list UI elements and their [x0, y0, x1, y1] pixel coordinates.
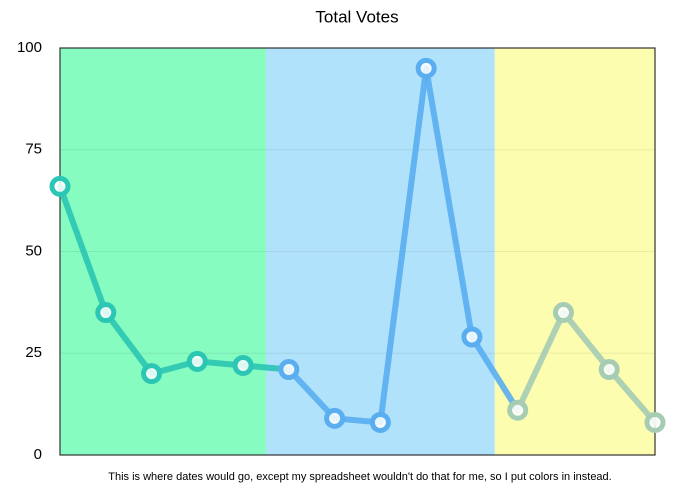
line-segment — [377, 65, 430, 426]
line-segment — [560, 309, 613, 373]
data-point — [644, 411, 666, 433]
data-point — [369, 411, 391, 433]
y-tick-label: 75 — [25, 141, 42, 158]
data-point — [324, 407, 346, 429]
background-band — [60, 48, 266, 455]
plot-frame — [59, 47, 656, 456]
data-point — [141, 363, 163, 385]
line-segment — [514, 309, 567, 414]
x-axis-label: This is where dates would go, except my … — [108, 471, 611, 483]
line-segment — [606, 366, 658, 426]
data-point — [232, 354, 254, 376]
line-segment — [423, 65, 475, 340]
y-tick-label: 100 — [17, 39, 42, 56]
y-tick-label: 25 — [25, 344, 42, 361]
y-tick-label: 50 — [25, 242, 42, 259]
data-point — [598, 359, 620, 381]
line-segment — [102, 309, 155, 377]
data-point — [461, 326, 483, 348]
line-segment — [285, 366, 338, 422]
data-point — [552, 302, 574, 324]
data-point — [186, 350, 208, 372]
chart-title: Total Votes — [315, 7, 398, 26]
y-tick-label: 0 — [34, 446, 42, 463]
data-point — [415, 57, 437, 79]
data-point — [507, 399, 529, 421]
line-segment — [57, 183, 109, 316]
line-segment — [468, 333, 521, 414]
data-point — [278, 359, 300, 381]
data-point — [49, 175, 71, 197]
data-point — [95, 302, 117, 324]
